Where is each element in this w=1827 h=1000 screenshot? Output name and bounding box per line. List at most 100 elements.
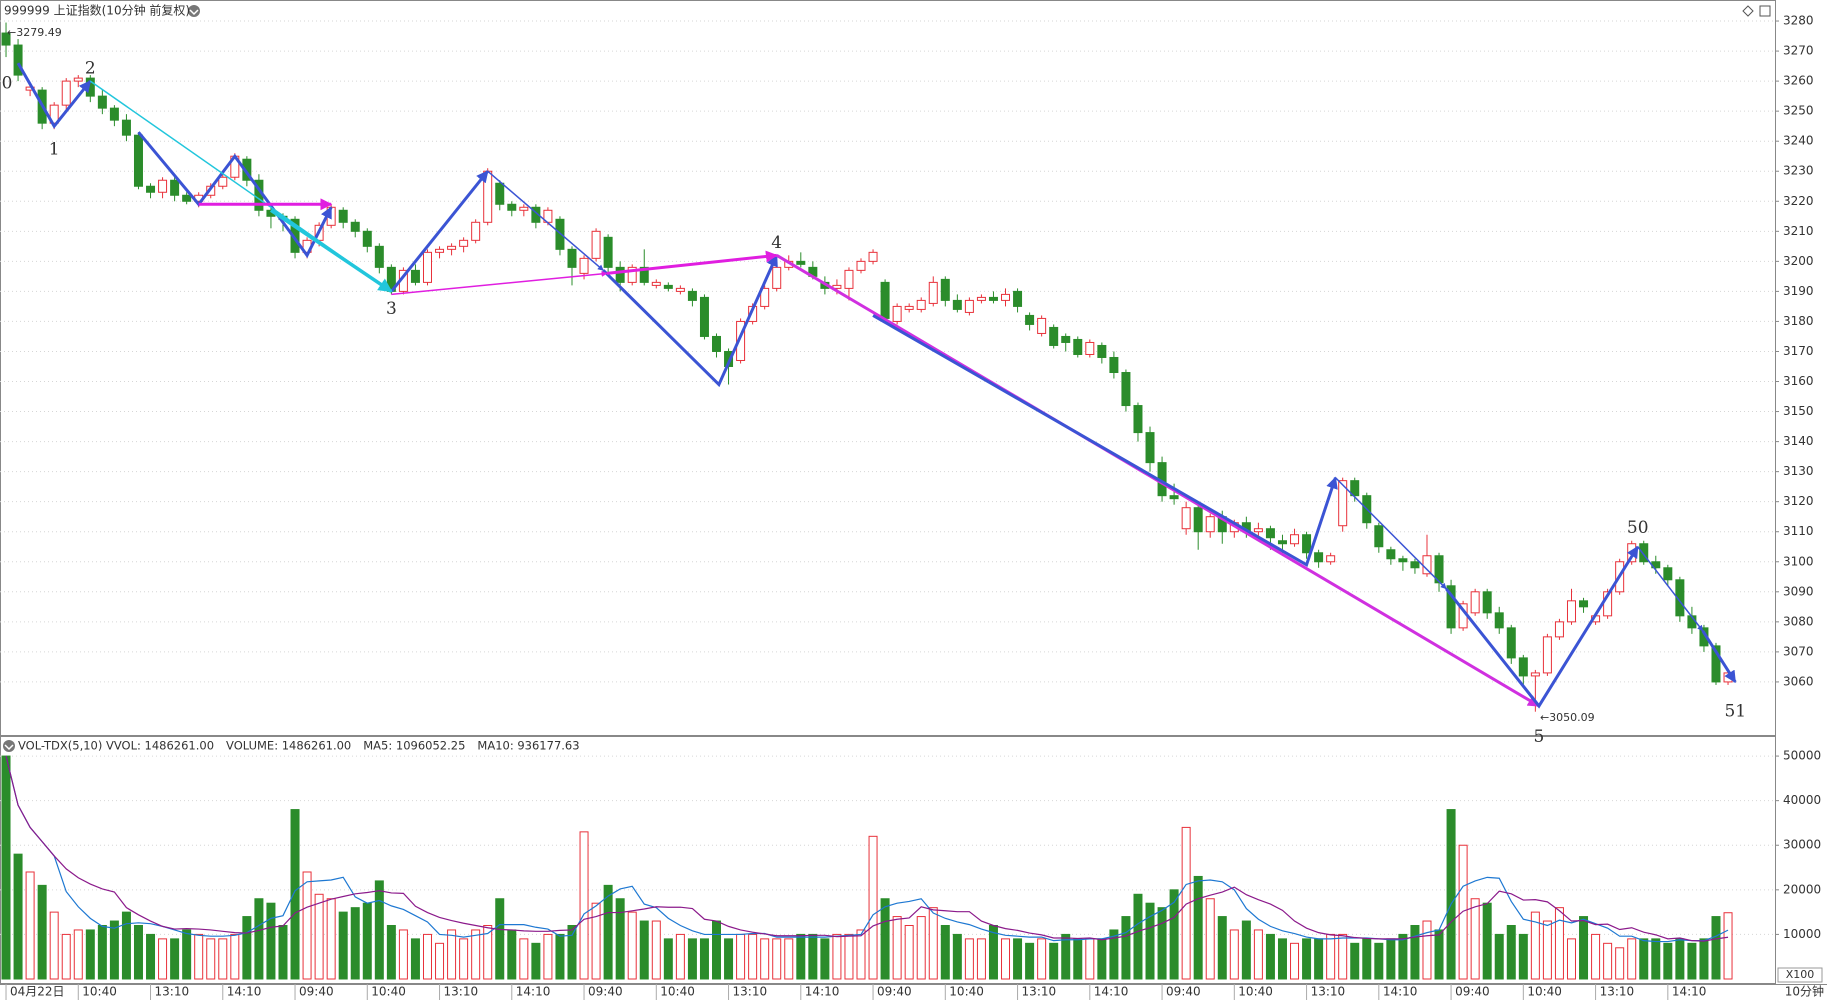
volume-bar [1181, 826, 1191, 980]
candle-body [916, 299, 926, 310]
candle-body [109, 107, 119, 121]
wave-label: 51 [1724, 701, 1746, 721]
chart-title: 999999 上证指数(10分钟 前复权) [4, 3, 190, 18]
volume-bar [724, 938, 734, 980]
volume-bar [266, 902, 276, 980]
candle-body [760, 287, 770, 307]
candle-body [531, 206, 541, 223]
candle-body [1253, 528, 1263, 533]
volume-bar [1591, 933, 1601, 980]
y-tick-label: 3230 [1783, 164, 1814, 178]
volume-bar [1675, 938, 1685, 980]
trend-line [487, 170, 604, 271]
volume-bar [1229, 929, 1239, 980]
y-tick-label: 3100 [1783, 554, 1814, 568]
y-tick-label: 3190 [1783, 284, 1814, 298]
y-tick-label: 3240 [1783, 134, 1814, 148]
candle-body [218, 176, 228, 187]
volume-bar [531, 942, 541, 980]
y-tick-label: 3210 [1783, 224, 1814, 238]
candle-body [675, 287, 685, 292]
wave-label: 5 [1534, 727, 1545, 747]
x-tick-label: 04月22日 [10, 985, 65, 999]
candle-body [73, 77, 83, 82]
candle-body [1061, 335, 1071, 343]
volume-unit: X100 [1786, 968, 1815, 981]
candle-body [435, 248, 445, 253]
y-tick-label: 3280 [1783, 14, 1814, 28]
x-tick-label: 09:40 [1166, 985, 1201, 999]
trend-line [390, 170, 489, 293]
candle-body [1085, 341, 1095, 355]
volume-bar [820, 938, 830, 980]
x-tick-label: 13:10 [1311, 985, 1346, 999]
volume-bar [170, 938, 180, 980]
volume-bar [976, 938, 986, 980]
volume-bar [1157, 907, 1167, 980]
candle-body [651, 281, 661, 286]
volume-bar [579, 831, 589, 980]
volume-bar [495, 898, 505, 980]
volume-bar [1470, 898, 1480, 980]
volume-bar [1097, 938, 1107, 980]
volume-bar [1566, 938, 1576, 980]
volume-bar [748, 933, 758, 980]
volume-bar [338, 911, 348, 980]
volume-bar [639, 920, 649, 980]
volume-bar [507, 929, 517, 980]
volume-bar [1410, 924, 1420, 980]
volume-bar [1013, 938, 1023, 980]
volume-bar [49, 911, 59, 980]
volume-bar [1085, 938, 1095, 980]
candle-body [338, 209, 348, 223]
volume-bar [1699, 938, 1709, 980]
candle-body [1675, 579, 1685, 617]
candle-body [483, 170, 493, 223]
volume-bar [410, 938, 420, 980]
volume-bar [1518, 933, 1528, 980]
volume-bar [1506, 924, 1516, 980]
candle-body [1205, 516, 1215, 533]
volume-legend-item: MA5: 1096052.25 [363, 739, 465, 753]
volume-bar [302, 871, 312, 980]
volume-bar [194, 933, 204, 980]
candle-body [1314, 552, 1324, 563]
candle-body [1338, 480, 1348, 527]
volume-bar [880, 898, 890, 980]
volume-bar [314, 893, 324, 980]
x-tick-label: 13:10 [1600, 985, 1635, 999]
candle-body [687, 290, 697, 301]
candle-body [856, 260, 866, 271]
candle-body [1446, 585, 1456, 629]
candle-body [712, 335, 722, 352]
trend-line [606, 250, 778, 275]
candle-body [844, 269, 854, 289]
x-tick-label: 14:10 [1094, 985, 1129, 999]
volume-bar [1362, 938, 1372, 980]
volume-bar [350, 907, 360, 980]
volume-bar [687, 938, 697, 980]
volume-bar [1579, 916, 1589, 980]
y-tick-label: 3140 [1783, 434, 1814, 448]
window-icon[interactable] [1759, 5, 1771, 17]
volume-bar [663, 938, 673, 980]
volume-bar [772, 938, 782, 980]
volume-bar [699, 938, 709, 980]
volume-bar [459, 938, 469, 980]
title-menu-icon[interactable] [188, 5, 200, 17]
candle-body [1579, 600, 1589, 608]
volume-bar [1711, 916, 1721, 980]
volume-bar [254, 898, 264, 980]
volume-bar [1, 755, 11, 980]
candle-body [1193, 507, 1203, 533]
trend-line [391, 270, 608, 296]
volume-bar [25, 871, 35, 980]
draw-tool-icon[interactable] [1742, 5, 1754, 17]
price-note: ←3279.49 [7, 26, 62, 39]
candle-body [495, 182, 505, 205]
volume-bar [398, 929, 408, 980]
y-tick-label: 3220 [1783, 194, 1814, 208]
volume-menu-icon[interactable] [3, 740, 15, 752]
y-tick-label: 3070 [1783, 644, 1814, 658]
